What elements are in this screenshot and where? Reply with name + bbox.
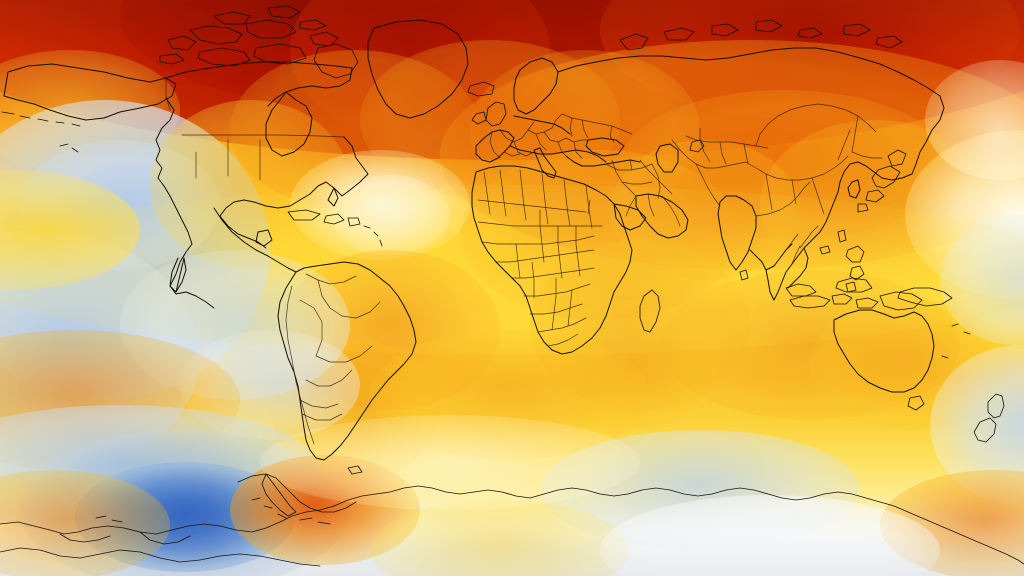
smoothing-veil — [0, 0, 1024, 576]
edge-vignette — [0, 0, 1024, 576]
temperature-anomaly-map[interactable] — [0, 0, 1024, 576]
